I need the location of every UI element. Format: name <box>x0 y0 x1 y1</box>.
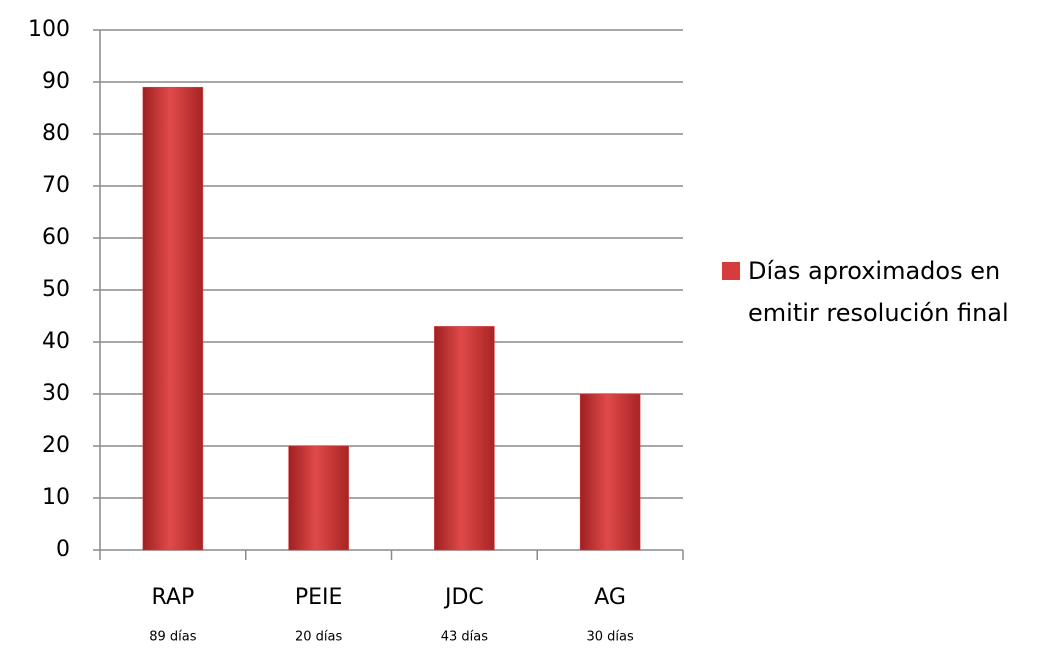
legend-swatch <box>722 262 740 280</box>
bar <box>288 445 349 551</box>
value-label: 43 días <box>441 630 489 645</box>
bar <box>142 86 204 551</box>
y-tick-label: 100 <box>28 17 70 42</box>
y-tick-label: 10 <box>42 485 70 510</box>
y-tick-label: 90 <box>42 69 70 94</box>
y-tick-label: 0 <box>56 537 70 562</box>
value-label: 20 días <box>295 630 343 645</box>
value-label: 30 días <box>586 630 634 645</box>
x-tick-label: RAP <box>152 585 195 610</box>
x-tick-label: JDC <box>443 585 484 610</box>
y-tick-label: 80 <box>42 121 70 146</box>
y-tick-label: 20 <box>42 433 70 458</box>
legend-label: Días aproximados en emitir resolución fi… <box>748 257 1009 327</box>
y-tick-label: 60 <box>42 225 70 250</box>
x-tick-label: PEIE <box>295 585 343 610</box>
y-tick-label: 70 <box>42 173 70 198</box>
y-tick-label: 40 <box>42 329 70 354</box>
value-label: 89 días <box>149 630 197 645</box>
bar <box>579 393 641 551</box>
y-tick-label: 30 <box>42 381 70 406</box>
y-tick-label: 50 <box>42 277 70 302</box>
x-tick-label: AG <box>594 585 626 610</box>
legend: Días aproximados en emitir resolución fi… <box>722 250 1052 334</box>
bar <box>434 326 495 551</box>
